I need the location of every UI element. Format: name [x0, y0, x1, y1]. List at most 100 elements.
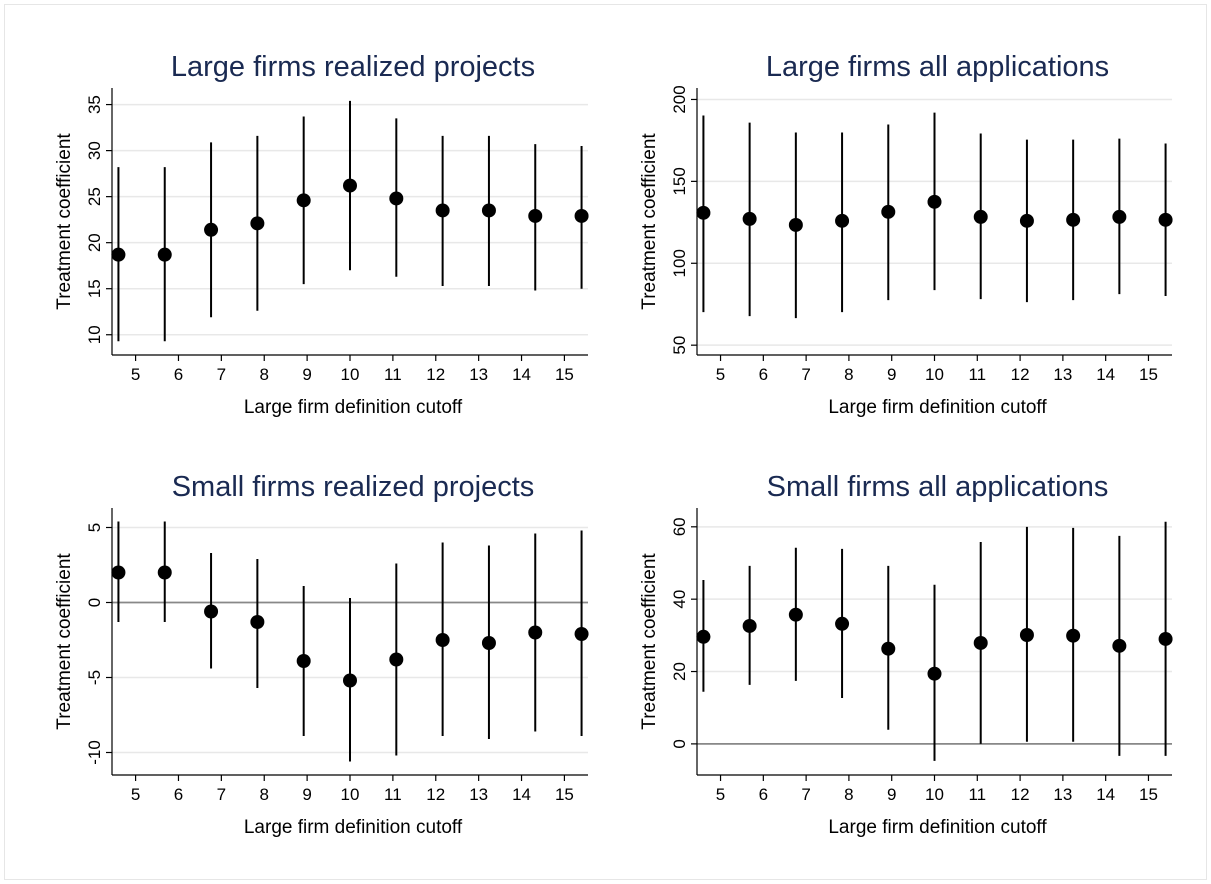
- x-tick-label: 9: [302, 785, 311, 804]
- point: [389, 652, 404, 667]
- point: [973, 635, 988, 650]
- point: [343, 673, 357, 688]
- panel: Small firms realized projects Large firm …: [54, 471, 589, 838]
- point: [250, 615, 265, 629]
- point: [1158, 212, 1173, 227]
- x-tick-label: 5: [131, 365, 140, 384]
- x-tick-label: 15: [1139, 785, 1158, 804]
- y-tick-label: 100: [670, 249, 689, 277]
- y-tick-label: 40: [670, 590, 689, 609]
- x-axis-label: Large firm definition cutoff: [828, 817, 1047, 838]
- panel-title: Large firms realized projects: [171, 51, 535, 83]
- point: [835, 213, 850, 228]
- y-tick-label: 60: [670, 517, 689, 536]
- point: [574, 208, 589, 223]
- point: [435, 203, 450, 218]
- point: [435, 633, 450, 647]
- point: [528, 208, 543, 223]
- y-axis-label: Treatment coefficient: [54, 553, 75, 730]
- point: [157, 247, 172, 262]
- y-tick-label: 25: [85, 187, 104, 206]
- y-tick-label: -10: [85, 740, 104, 765]
- x-tick-label: 13: [469, 785, 488, 804]
- y-axis-label: Treatment coefficient: [639, 133, 660, 310]
- point: [343, 178, 357, 193]
- x-tick-label: 15: [1139, 365, 1158, 384]
- point: [742, 618, 757, 633]
- point: [296, 193, 311, 208]
- point: [973, 209, 988, 224]
- point: [742, 211, 757, 226]
- x-tick-label: 10: [925, 365, 944, 384]
- y-tick-label: 200: [670, 85, 689, 113]
- x-axis-label: Large firm definition cutoff: [828, 397, 1047, 418]
- panel-title: Large firms all applications: [766, 51, 1109, 83]
- x-tick-label: 14: [512, 365, 531, 384]
- y-tick-label: 0: [85, 598, 104, 607]
- x-axis-label: Large firm definition cutoff: [244, 817, 463, 838]
- y-tick-label: 50: [670, 336, 689, 355]
- x-tick-label: 14: [1096, 785, 1115, 804]
- x-tick-label: 9: [302, 365, 311, 384]
- point: [528, 625, 543, 640]
- y-tick-label: 20: [85, 233, 104, 252]
- panel: Large firms all applications Large firm d…: [639, 51, 1173, 418]
- x-tick-label: 10: [341, 365, 360, 384]
- x-tick-label: 6: [759, 785, 768, 804]
- point: [1019, 627, 1034, 642]
- point: [1066, 628, 1081, 643]
- x-tick-label: 8: [844, 785, 853, 804]
- y-tick-label: 20: [670, 662, 689, 681]
- point: [250, 216, 265, 231]
- y-tick-label: -5: [85, 670, 104, 685]
- x-tick-label: 7: [217, 365, 226, 384]
- x-tick-label: 5: [716, 365, 725, 384]
- y-tick-label: 150: [670, 167, 689, 195]
- point: [389, 191, 404, 206]
- x-tick-label: 9: [887, 785, 896, 804]
- x-tick-label: 10: [925, 785, 944, 804]
- point: [835, 616, 850, 631]
- x-tick-label: 6: [174, 365, 183, 384]
- x-tick-label: 8: [844, 365, 853, 384]
- x-tick-label: 12: [1011, 365, 1030, 384]
- figure-border: [4, 4, 1207, 880]
- point: [1019, 213, 1034, 228]
- x-tick-label: 7: [217, 785, 226, 804]
- x-tick-label: 11: [968, 785, 986, 804]
- x-tick-label: 13: [1053, 785, 1072, 804]
- point: [788, 217, 803, 232]
- y-tick-label: 30: [85, 141, 104, 160]
- point: [111, 247, 126, 262]
- x-tick-label: 11: [968, 365, 986, 384]
- y-tick-label: 35: [85, 95, 104, 114]
- point: [1066, 212, 1081, 227]
- point: [881, 641, 896, 656]
- x-tick-label: 14: [512, 785, 531, 804]
- point: [1112, 209, 1127, 224]
- x-tick-label: 15: [555, 365, 574, 384]
- point: [881, 204, 896, 219]
- y-tick-label: 5: [85, 523, 104, 532]
- x-tick-label: 15: [555, 785, 574, 804]
- point: [204, 222, 219, 237]
- point: [1158, 631, 1173, 646]
- y-axis-label: Treatment coefficient: [639, 553, 660, 730]
- x-tick-label: 6: [759, 365, 768, 384]
- point: [481, 636, 496, 650]
- x-tick-label: 13: [469, 365, 488, 384]
- point: [296, 654, 311, 668]
- x-tick-label: 14: [1096, 365, 1115, 384]
- y-tick-label: 15: [85, 279, 104, 298]
- x-tick-label: 11: [384, 365, 402, 384]
- x-axis-label: Large firm definition cutoff: [244, 397, 463, 418]
- point: [788, 607, 803, 622]
- point: [696, 205, 711, 220]
- x-tick-label: 12: [1011, 785, 1030, 804]
- point: [696, 629, 711, 644]
- x-tick-label: 8: [259, 785, 268, 804]
- x-tick-label: 12: [426, 785, 445, 804]
- x-tick-label: 7: [801, 785, 810, 804]
- x-tick-label: 11: [384, 785, 402, 804]
